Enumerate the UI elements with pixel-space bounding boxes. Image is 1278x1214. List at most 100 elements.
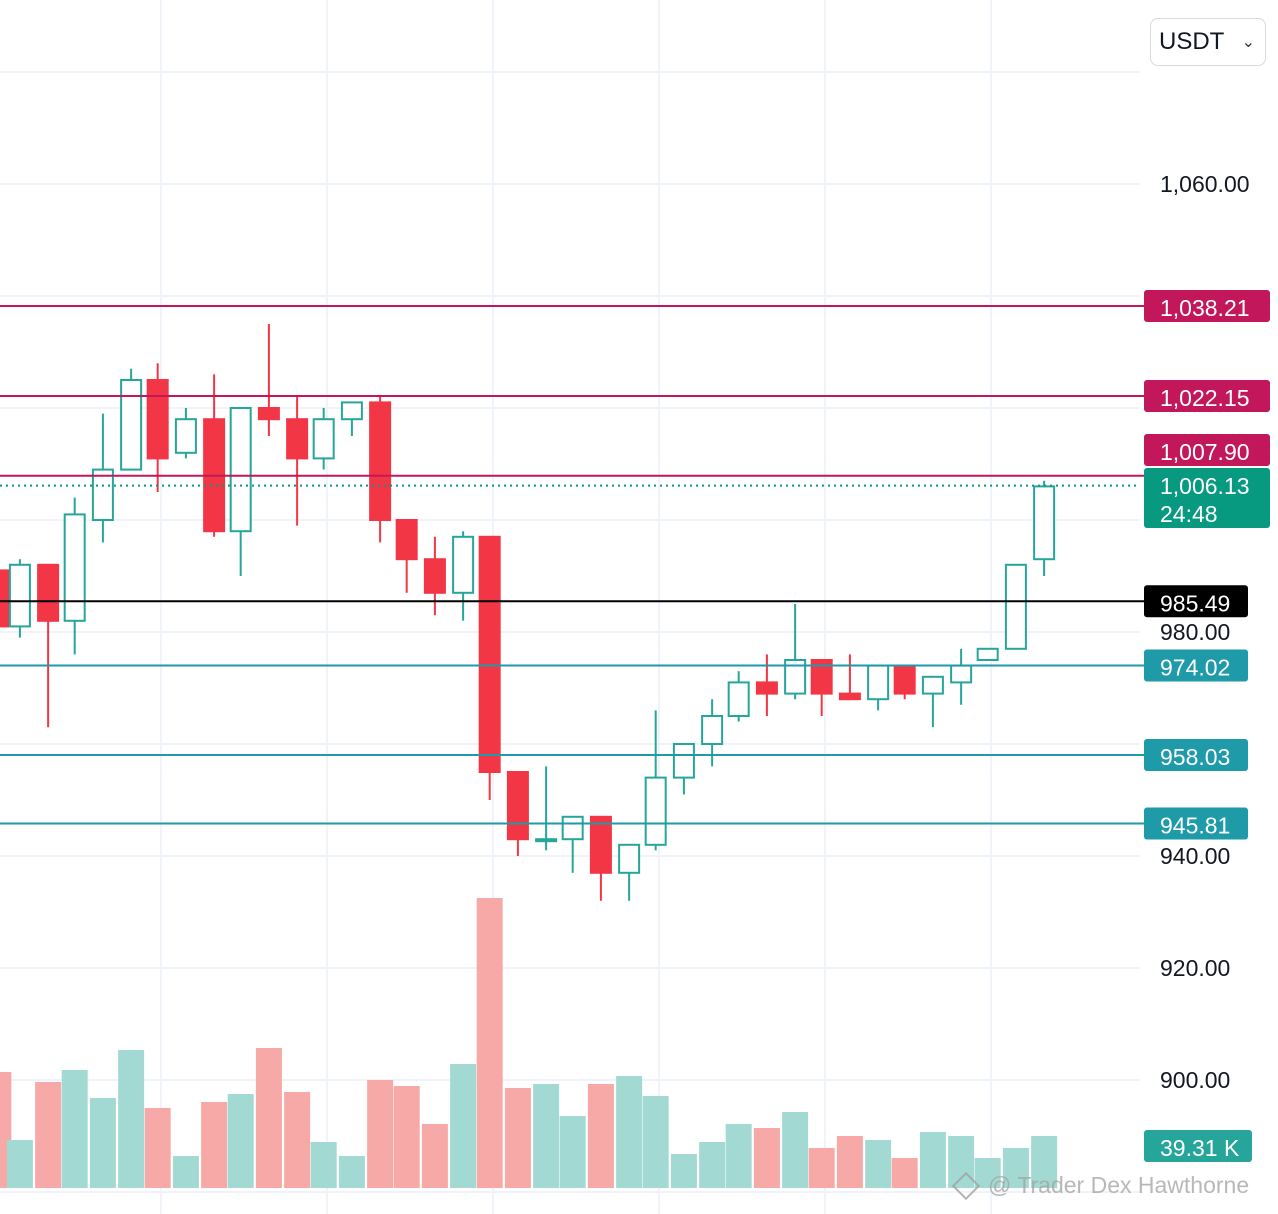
candle-body [921, 675, 944, 695]
volume-bar [587, 1084, 614, 1188]
candle-up [921, 675, 944, 728]
candle-body [755, 681, 778, 695]
level-tag-support-text: 958.03 [1160, 744, 1230, 770]
level-tag-resistance-bg [1144, 290, 1270, 323]
currency-select[interactable]: USDT ⌄ [1150, 18, 1266, 66]
price-levels [0, 305, 1144, 825]
volume-bar [6, 1140, 33, 1188]
candle-body [286, 418, 309, 460]
candle-down [203, 374, 226, 537]
chevron-down-icon: ⌄ [1241, 34, 1255, 51]
candles [0, 324, 1056, 901]
candle-body [146, 379, 169, 460]
candle-body [701, 715, 724, 745]
watermark: @ Trader Dex Hawthorne [951, 1171, 1250, 1200]
volume-bar [616, 1076, 643, 1188]
candle-body [810, 659, 833, 695]
candle-up [784, 604, 807, 700]
y-tick-label: 940.00 [1160, 843, 1230, 869]
volume-bar [836, 1136, 863, 1188]
candle-body [867, 664, 890, 701]
level-tag-pivot-bg [1144, 585, 1248, 618]
candle-up [174, 408, 197, 459]
level-tag-resistance-text: 1,007.90 [1160, 439, 1250, 465]
candle-body [893, 664, 916, 695]
volume-bar [642, 1096, 669, 1188]
candle-body [257, 407, 280, 421]
volume-bar [284, 1092, 311, 1188]
candle-up [1004, 563, 1027, 650]
price-axis[interactable]: 1,060.00 980.00 940.00 920.00 900.00 [1160, 171, 1250, 1093]
candle-down [395, 519, 418, 593]
volume-bar [227, 1094, 254, 1188]
candle-body [0, 569, 10, 628]
volume-bar [172, 1156, 199, 1188]
candle-body [976, 647, 999, 661]
candle-body [1004, 563, 1027, 650]
candle-down [286, 396, 309, 526]
level-tag-resistance: 1,007.90 [1144, 434, 1270, 466]
candle-up [727, 671, 750, 722]
volume-bar [89, 1098, 116, 1188]
candle-up [867, 664, 890, 711]
y-tick-label: 980.00 [1160, 619, 1230, 645]
candle-body [229, 407, 252, 533]
level-tag-resistance-bg [1144, 379, 1270, 412]
level-tag-support-text: 945.81 [1160, 812, 1230, 838]
volume-tag-text: 39.31 K [1160, 1135, 1240, 1161]
volume-tag-bg [1144, 1130, 1252, 1162]
candle-down [146, 363, 169, 492]
volume-bar [1031, 1136, 1058, 1188]
candle-down [506, 771, 529, 856]
watermark-text: @ Trader Dex Hawthorne [988, 1172, 1250, 1198]
volume-bars [0, 898, 1058, 1188]
y-tick-label: 1,060.00 [1160, 171, 1250, 197]
candle-up [950, 648, 973, 705]
level-tag-resistance-text: 1,038.21 [1160, 295, 1250, 321]
candle-up [340, 401, 363, 436]
volume-bar [310, 1142, 337, 1188]
volume-bar [974, 1158, 1001, 1188]
candle-body [506, 771, 529, 841]
volume-bar [919, 1132, 946, 1188]
volume-bar [35, 1082, 62, 1188]
candle-body [478, 535, 501, 773]
volume-bar [504, 1088, 531, 1188]
volume-bar [338, 1156, 365, 1188]
candle-down [755, 654, 778, 716]
volume-bar [533, 1084, 560, 1188]
candle-body [91, 468, 114, 522]
volume-bar [450, 1064, 477, 1188]
volume-bar [891, 1158, 918, 1188]
volume-bar [1002, 1148, 1029, 1188]
volume-bar [0, 1072, 12, 1188]
candle-body [37, 563, 60, 622]
current-price-tag-text: 24:48 [1160, 501, 1218, 527]
level-tag-resistance: 1,038.21 [1144, 290, 1270, 323]
candle-body [838, 692, 861, 701]
candle-up [312, 408, 335, 470]
candle-up [63, 497, 86, 655]
candle-body [63, 513, 86, 622]
volume-bar [201, 1102, 228, 1188]
candle-body [672, 743, 695, 779]
level-tag-support: 974.02 [1144, 649, 1248, 682]
candle-down [810, 659, 833, 716]
y-tick-label: 900.00 [1160, 1067, 1230, 1093]
currency-value: USDT [1159, 28, 1225, 55]
level-tag-resistance-text: 1,022.15 [1160, 385, 1250, 411]
volume-bar [948, 1136, 975, 1188]
candle-body [644, 776, 667, 846]
candle-body [120, 379, 143, 471]
volume-bar [670, 1154, 697, 1188]
candle-body [535, 838, 558, 843]
volume-bar [559, 1116, 586, 1188]
candle-up [644, 710, 667, 851]
level-tag-support-bg [1144, 649, 1248, 682]
candle-down [589, 815, 612, 901]
candle-up [561, 815, 584, 873]
volume-bar [367, 1080, 394, 1188]
candle-up [618, 843, 641, 901]
